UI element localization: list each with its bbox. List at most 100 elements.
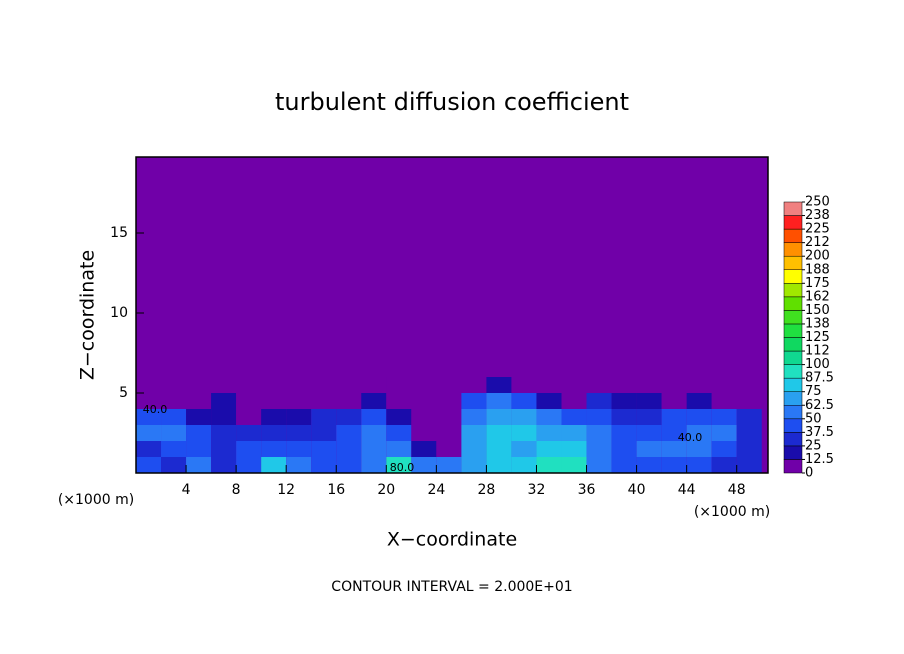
contour-cell [636, 409, 662, 425]
contour-cell [286, 377, 312, 393]
x-tick-label: 20 [377, 482, 395, 498]
contour-cell [336, 425, 362, 441]
contour-cell [511, 377, 537, 393]
contour-cell [661, 409, 687, 425]
contour-label: 40.0 [143, 403, 168, 416]
colorbar-swatch [783, 364, 803, 379]
contour-cell [561, 393, 587, 409]
contour-cell [511, 409, 537, 425]
colorbar-label: 12.5 [805, 452, 834, 467]
x-tick-label: 12 [277, 482, 295, 498]
contour-cell [736, 425, 762, 441]
contour-cell [436, 441, 462, 457]
contour-cell [561, 441, 587, 457]
contour-cell [186, 377, 212, 393]
contour-cell [311, 377, 337, 393]
x-unit: (×1000 m) [694, 504, 770, 520]
contour-cell [636, 441, 662, 457]
contour-cell [386, 409, 412, 425]
x-tick-label: 44 [678, 482, 696, 498]
contour-cell [661, 425, 687, 441]
contour-cell [686, 377, 712, 393]
contour-cell [436, 409, 462, 425]
contour-cell [686, 441, 712, 457]
x-tick-label: 28 [478, 482, 496, 498]
colorbar-swatch [783, 323, 803, 338]
contour-cell [261, 457, 287, 473]
colorbar-label: 188 [805, 262, 830, 277]
contour-cell [586, 377, 612, 393]
colorbar-label: 87.5 [805, 371, 834, 386]
contour-cell [511, 457, 537, 473]
contour-cell [611, 457, 637, 473]
colorbar-swatch [783, 418, 803, 433]
contour-cell [536, 393, 562, 409]
contour-cell [611, 425, 637, 441]
contour-cell [311, 425, 337, 441]
contour-cell [211, 425, 237, 441]
contour-cell [711, 393, 737, 409]
colorbar-label: 212 [805, 235, 830, 250]
contour-cell [686, 457, 712, 473]
contour-cell [711, 425, 737, 441]
contour-cell [361, 409, 387, 425]
contour-cell [411, 409, 437, 425]
contour-cell [161, 457, 187, 473]
contour-cell [436, 393, 462, 409]
contour-cell [411, 441, 437, 457]
x-tick-label: 40 [628, 482, 646, 498]
contour-cell [161, 425, 187, 441]
contour-cell [661, 377, 687, 393]
contour-cell [211, 409, 237, 425]
colorbar-label: 138 [805, 316, 830, 331]
colorbar-swatch [783, 405, 803, 420]
footnote: CONTOUR INTERVAL = 2.000E+01 [331, 579, 572, 595]
contour-cell [511, 425, 537, 441]
contour-cell [161, 409, 187, 425]
contour-cell [486, 409, 512, 425]
contour-cell [236, 425, 262, 441]
colorbar-swatch [783, 283, 803, 298]
contour-cell [186, 457, 212, 473]
contour-cell [286, 409, 312, 425]
contour-cell [436, 425, 462, 441]
contour-cell [636, 393, 662, 409]
contour-cell [461, 441, 487, 457]
contour-cell [311, 457, 337, 473]
contour-cell [186, 393, 212, 409]
contour-cell [211, 457, 237, 473]
contour-cell [311, 441, 337, 457]
plot-frame [135, 156, 769, 474]
contour-cell [286, 457, 312, 473]
contour-cell [611, 393, 637, 409]
x-tick-label: 24 [427, 482, 445, 498]
colorbar-swatch [783, 350, 803, 365]
colorbar-swatch [783, 296, 803, 311]
contour-cell [336, 457, 362, 473]
contour-cell [286, 441, 312, 457]
contour-cell [686, 393, 712, 409]
contour-cell [361, 457, 387, 473]
contour-cell [586, 425, 612, 441]
colorbar-swatch [783, 310, 803, 325]
contour-cell [261, 441, 287, 457]
contour-cell [486, 457, 512, 473]
colorbar-swatch [783, 255, 803, 271]
colorbar-label: 50 [805, 411, 822, 426]
contour-cell [261, 377, 287, 393]
contour-cell [136, 441, 162, 457]
x-tick-label: 4 [182, 482, 191, 498]
x-tick-label: 36 [578, 482, 596, 498]
contour-cell [211, 441, 237, 457]
contour-cell [311, 393, 337, 409]
x-tick-label: 8 [232, 482, 241, 498]
x-unit: (×1000 m) [58, 492, 134, 508]
contour-cell [661, 393, 687, 409]
contour-cell [461, 457, 487, 473]
contour-cell [386, 393, 412, 409]
contour-cell [461, 393, 487, 409]
contour-cell [161, 377, 187, 393]
contour-cell [286, 393, 312, 409]
contour-cell [536, 457, 562, 473]
contour-cell [461, 377, 487, 393]
